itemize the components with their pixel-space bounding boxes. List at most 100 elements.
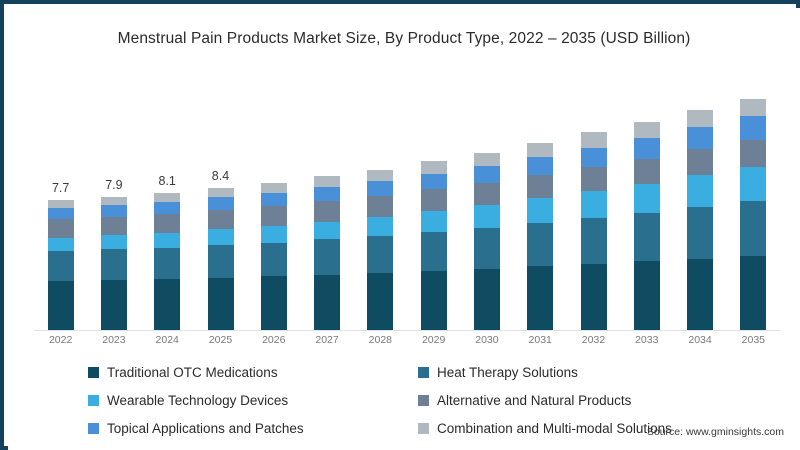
bar-segment: [740, 200, 767, 256]
bar-segment: [154, 201, 181, 215]
x-tick-2028: 2028: [368, 334, 393, 346]
bar-segment: [367, 236, 394, 274]
bar-2026[interactable]: [260, 183, 287, 330]
bar-segment: [314, 274, 341, 330]
bar-segment: [260, 192, 287, 207]
legend-item[interactable]: Traditional OTC Medications: [88, 358, 418, 386]
bar-segment: [687, 110, 714, 128]
legend-swatch-icon: [418, 366, 429, 378]
bar-segment: [154, 233, 181, 248]
legend-item[interactable]: Wearable Technology Devices: [88, 386, 418, 414]
bar-segment: [687, 175, 714, 207]
bar-2031[interactable]: [527, 142, 554, 330]
legend-label: Topical Applications and Patches: [107, 420, 304, 436]
bar-segment: [367, 273, 394, 330]
bar-segment: [100, 196, 127, 205]
bar-segment: [580, 191, 607, 218]
bar-2034[interactable]: [687, 110, 714, 330]
chart-title: Menstrual Pain Products Market Size, By …: [117, 30, 691, 47]
legend-label: Alternative and Natural Products: [437, 392, 632, 408]
bar-segment: [314, 201, 341, 222]
x-tick-2029: 2029: [421, 334, 446, 346]
legend-label: Combination and Multi-modal Solutions: [437, 420, 672, 436]
chart-canvas: Menstrual Pain Products Market Size, By …: [8, 8, 800, 450]
bar-segment: [367, 195, 394, 217]
bar-segment: [367, 216, 394, 237]
bar-segment: [740, 139, 767, 167]
bar-segment: [367, 181, 394, 196]
bar-value-label: 7.9: [105, 177, 123, 192]
bar-segment: [527, 174, 554, 199]
bar-segment: [473, 166, 500, 183]
legend-label: Traditional OTC Medications: [107, 364, 278, 380]
bar-segment: [207, 277, 234, 330]
bar-segment: [473, 227, 500, 269]
x-tick-2027: 2027: [315, 334, 339, 346]
bar-segment: [687, 258, 714, 330]
bar-segment: [473, 152, 500, 167]
legend-swatch-icon: [418, 394, 429, 406]
bar-2035[interactable]: [740, 98, 767, 330]
bar-segment: [687, 149, 714, 176]
x-tick-2023: 2023: [102, 334, 126, 346]
bar-segment: [420, 210, 447, 232]
bar-value-label: 8.4: [211, 169, 230, 184]
bar-segment: [473, 182, 500, 206]
bar-segment: [473, 268, 500, 330]
bar-segment: [527, 157, 554, 175]
bar-2023[interactable]: 7.9: [100, 178, 127, 330]
bar-segment: [740, 166, 767, 201]
legend-swatch-icon: [88, 394, 99, 406]
x-tick-2024: 2024: [155, 334, 179, 346]
x-tick-2032: 2032: [581, 334, 606, 346]
bar-segment: [47, 219, 74, 238]
bar-segment: [100, 279, 127, 330]
bar-2029[interactable]: [420, 161, 447, 330]
bar-2024[interactable]: 8.1: [154, 174, 181, 330]
bar-segment: [740, 256, 767, 330]
legend-item[interactable]: Alternative and Natural Products: [418, 386, 748, 414]
bar-segment: [47, 199, 74, 208]
x-axis: 2022 2023 2024 2025 2026 2027 2028 2029 2030 2031…: [34, 334, 780, 354]
bar-segment: [527, 222, 554, 267]
legend-swatch-icon: [418, 422, 429, 434]
bar-segment: [260, 183, 287, 193]
x-tick-2035: 2035: [741, 334, 766, 346]
bar-segment: [633, 138, 660, 159]
bar-segment: [47, 280, 74, 330]
bar-segment: [687, 127, 714, 150]
bar-segment: [207, 245, 234, 278]
bar-segment: [207, 229, 234, 246]
legend-item[interactable]: Combination and Multi-modal Solutions: [418, 414, 748, 442]
bar-2030[interactable]: [473, 152, 500, 330]
legend-item[interactable]: Topical Applications and Patches: [88, 414, 418, 442]
bar-segment: [314, 239, 341, 275]
bar-segment: [473, 205, 500, 228]
bar-2032[interactable]: [580, 132, 607, 330]
bar-segment: [527, 266, 554, 330]
bar-segment: [633, 158, 660, 184]
bar-segment: [687, 206, 714, 259]
bar-segment: [580, 167, 607, 192]
bar-segment: [154, 193, 181, 202]
bar-value-label: 7.7: [51, 180, 70, 195]
bar-2025[interactable]: 8.4: [207, 169, 234, 330]
legend-label: Wearable Technology Devices: [107, 392, 289, 408]
bar-2022[interactable]: 7.7: [47, 181, 74, 330]
bar-segment: [633, 122, 660, 139]
bar-segment: [47, 250, 74, 281]
bar-2033[interactable]: [633, 122, 660, 330]
bar-2028[interactable]: [367, 169, 394, 330]
bar-segment: [580, 263, 607, 330]
bar-segment: [580, 148, 607, 168]
bar-segment: [633, 212, 660, 262]
legend-item[interactable]: Heat Therapy Solutions: [418, 358, 748, 386]
legend-label: Heat Therapy Solutions: [437, 364, 578, 380]
bar-segment: [207, 188, 234, 198]
bar-segment: [260, 226, 287, 243]
x-tick-2026: 2026: [262, 334, 286, 346]
bar-segment: [154, 247, 181, 279]
bar-2027[interactable]: [314, 176, 341, 330]
x-tick-2031: 2031: [528, 334, 552, 346]
x-tick-2025: 2025: [208, 334, 233, 346]
